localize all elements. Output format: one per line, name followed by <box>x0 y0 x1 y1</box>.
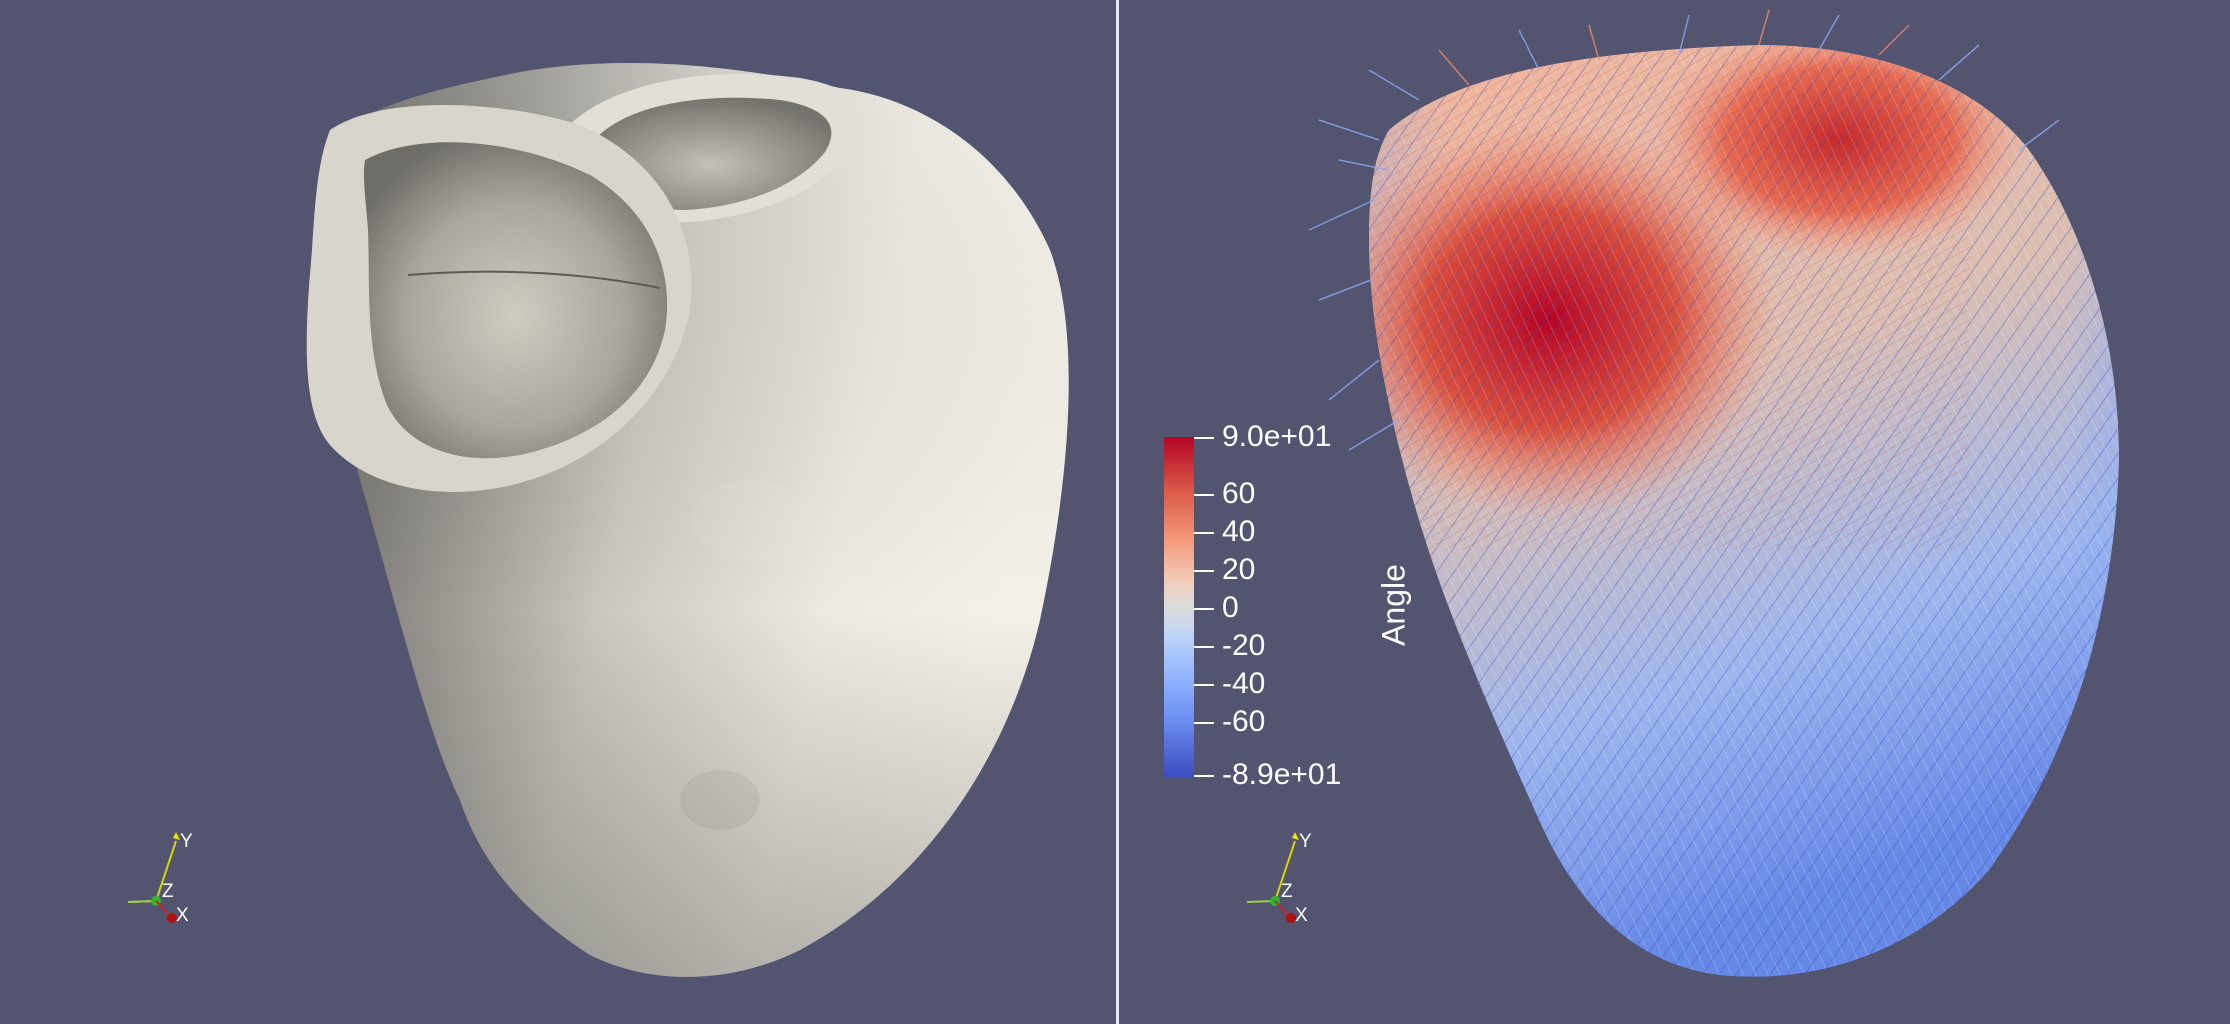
legend-label-max: 9.0e+01 <box>1222 420 1332 453</box>
y-axis-arrow-icon <box>173 832 180 840</box>
axis-label-x: X <box>176 905 189 926</box>
legend-tick-max <box>1194 437 1214 439</box>
fiber-tufts <box>1308 14 2060 451</box>
orientation-axes: Y Z X <box>1246 831 1312 926</box>
axis-label-x: X <box>1295 905 1308 926</box>
legend-title: Angle <box>1375 564 1412 646</box>
x-axis-line <box>155 900 171 917</box>
legend-tick <box>1194 493 1214 496</box>
left-render-view[interactable]: Y Z X <box>0 0 1116 1024</box>
axis-label-y: Y <box>1299 831 1312 852</box>
legend-label-min: -8.9e+01 <box>1222 758 1342 791</box>
color-legend-bar <box>1164 437 1194 777</box>
legend-tick <box>1194 683 1214 686</box>
legend-tick-label: 40 <box>1222 514 1256 548</box>
legend-tick-label: 60 <box>1222 476 1256 510</box>
legend-tick <box>1194 645 1214 648</box>
y-axis-arrow-icon <box>1292 832 1299 840</box>
axis-label-z: Z <box>162 881 174 902</box>
legend-tick-label: 20 <box>1222 552 1256 586</box>
legend-tick-label: -20 <box>1222 628 1266 662</box>
legend-tick-label: 0 <box>1222 590 1239 624</box>
legend-tick <box>1194 607 1214 610</box>
orientation-axes: Y Z X <box>127 831 193 926</box>
x-axis-line <box>1274 900 1290 917</box>
legend-tick <box>1194 721 1214 724</box>
legend-tick-label: -40 <box>1222 666 1266 700</box>
axis-label-z: Z <box>1281 881 1293 902</box>
viewport-divider[interactable] <box>1116 0 1119 1024</box>
heart-surface-model[interactable] <box>0 0 1116 1024</box>
x-axis-marker-icon <box>1286 913 1296 923</box>
right-render-view[interactable]: 9.0e+01 60 40 20 0 -20 -40 -60 -8.9e+01 Angle … <box>1119 0 2230 1024</box>
legend-tick-label: -60 <box>1222 704 1266 738</box>
heart-fiber-model[interactable] <box>1119 0 2230 1024</box>
legend-tick <box>1194 569 1214 572</box>
y-axis-line <box>1274 840 1296 902</box>
color-legend: 9.0e+01 60 40 20 0 -20 -40 -60 -8.9e+01 Angle <box>1164 420 1464 790</box>
y-axis-line <box>155 840 177 902</box>
axis-label-y: Y <box>180 831 193 852</box>
legend-tick-min <box>1194 775 1214 777</box>
legend-tick <box>1194 531 1214 534</box>
x-axis-marker-icon <box>167 913 177 923</box>
